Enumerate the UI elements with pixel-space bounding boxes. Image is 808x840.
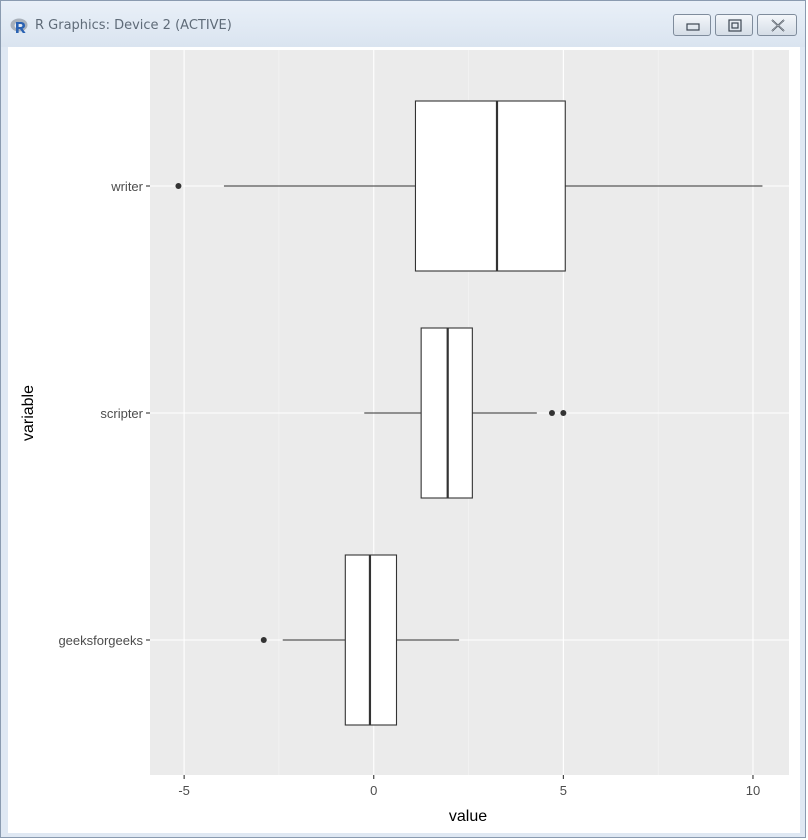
x-tick-label: 0 (370, 783, 377, 798)
y-tick-label: scripter (100, 406, 143, 421)
boxes-group (175, 100, 763, 726)
outlier-point (260, 637, 267, 643)
close-icon (771, 19, 785, 32)
minimize-button[interactable] (673, 14, 711, 36)
close-button[interactable] (757, 14, 797, 36)
maximize-button[interactable] (715, 14, 753, 36)
iqr-box (414, 100, 566, 272)
outlier-point (560, 410, 567, 416)
minimize-icon (686, 23, 700, 31)
axes-group: -5 0 5 10 writer scripter geeksforgeeks (58, 179, 760, 798)
y-tick-label: writer (110, 179, 143, 194)
box-writer (175, 100, 763, 272)
box-scripter (364, 327, 567, 499)
x-tick-label: 10 (746, 783, 760, 798)
maximize-icon (728, 19, 742, 32)
r-logo-icon (10, 18, 28, 33)
window-title: R Graphics: Device 2 (ACTIVE) (35, 18, 232, 33)
y-tick-label: geeksforgeeks (58, 633, 143, 648)
plot-area-container: -5 0 5 10 writer scripter geeksforgeeks value … (8, 47, 800, 833)
outlier-point (548, 410, 555, 416)
x-tick-label: -5 (178, 783, 190, 798)
x-tick-label: 5 (560, 783, 567, 798)
y-axis-label: variable (20, 385, 37, 441)
outlier-point (175, 183, 182, 189)
box-geeksforgeeks (260, 554, 460, 726)
x-axis-label: value (449, 808, 487, 825)
title-bar[interactable]: R Graphics: Device 2 (ACTIVE) (1, 1, 805, 47)
